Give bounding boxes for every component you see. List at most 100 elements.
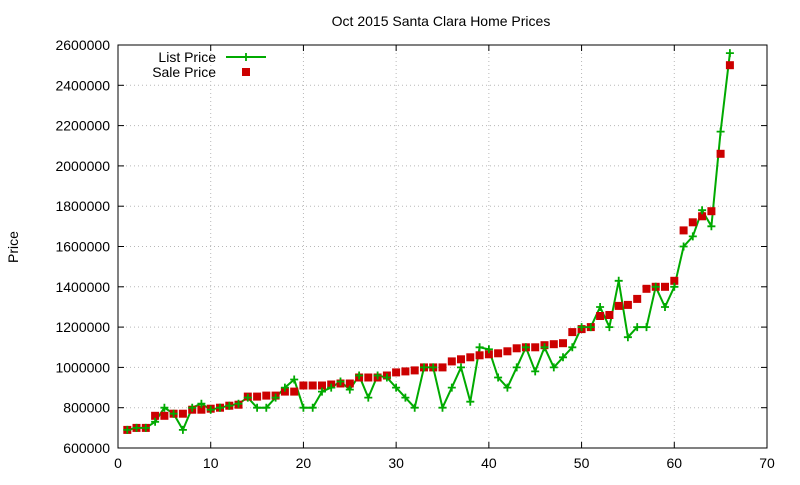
list-price-point — [141, 423, 150, 432]
y-axis-label: Price — [5, 231, 21, 263]
sale-price-point — [688, 218, 697, 227]
legend-marker-list-price — [242, 53, 250, 61]
list-price-point — [178, 425, 187, 434]
sale-price-point — [197, 405, 206, 414]
list-price-point — [688, 232, 697, 241]
sale-price-point — [364, 373, 373, 382]
list-price-point — [429, 363, 438, 372]
y-tick-label: 2600000 — [55, 37, 110, 53]
list-price-point — [725, 49, 734, 58]
list-price-point — [271, 393, 280, 402]
list-price-point — [373, 371, 382, 380]
list-price-point — [132, 423, 141, 432]
list-price-point — [596, 303, 605, 311]
list-price-point — [577, 323, 586, 332]
sale-price-point — [623, 300, 632, 309]
list-price-point — [633, 323, 642, 332]
sale-price-point — [605, 311, 614, 319]
y-tick-label: 2400000 — [55, 77, 110, 93]
list-price-point — [345, 385, 354, 394]
y-tick-label: 600000 — [63, 440, 110, 456]
series-line-list-price — [127, 52, 731, 431]
x-tick-label: 0 — [114, 455, 122, 471]
sale-price-point — [410, 366, 419, 375]
list-price-point — [670, 282, 679, 291]
y-tick-label: 1200000 — [55, 319, 110, 335]
sale-price-point — [559, 339, 567, 348]
sale-price-point — [484, 350, 493, 359]
list-price-point — [651, 282, 660, 291]
list-price-point — [355, 371, 364, 380]
sale-price-point — [568, 328, 577, 337]
list-price-point — [243, 393, 252, 402]
sale-price-point — [698, 212, 707, 221]
list-price-point — [716, 127, 725, 136]
sale-price-point — [392, 368, 401, 377]
list-price-point — [549, 363, 558, 372]
sale-price-point — [475, 351, 484, 360]
sale-price-point — [670, 276, 679, 285]
chart-title: Oct 2015 Santa Clara Home Prices — [332, 13, 551, 29]
list-price-point — [262, 403, 271, 412]
list-price-point — [216, 403, 224, 412]
x-tick-label: 70 — [759, 455, 775, 471]
sale-price-point — [642, 284, 651, 293]
list-price-point — [382, 373, 391, 382]
x-tick-label: 40 — [481, 455, 497, 471]
sale-price-point — [725, 61, 734, 70]
list-price-point — [707, 222, 716, 231]
sale-price-point — [466, 353, 475, 362]
sale-price-point — [401, 367, 410, 376]
list-price-point — [401, 393, 410, 402]
sale-price-point — [160, 411, 169, 420]
x-tick-label: 10 — [203, 455, 219, 471]
sale-price-point — [531, 343, 540, 352]
list-price-point — [466, 397, 475, 406]
sale-price-point — [438, 363, 447, 372]
list-price-point — [253, 403, 262, 412]
y-tick-label: 800000 — [63, 400, 110, 416]
x-tick-label: 20 — [296, 455, 312, 471]
list-price-point — [614, 276, 623, 285]
sale-price-point — [596, 312, 605, 320]
y-tick-label: 2000000 — [55, 158, 110, 174]
list-price-point — [494, 373, 503, 382]
sale-price-point — [345, 379, 354, 388]
list-price-point — [151, 417, 160, 426]
list-price-point — [280, 383, 289, 392]
list-price-point — [512, 363, 521, 372]
list-price-point — [559, 353, 567, 362]
list-price-point — [420, 363, 428, 372]
list-price-point — [457, 363, 465, 372]
list-price-point — [392, 383, 401, 392]
list-price-point — [197, 399, 206, 408]
list-price-point — [568, 343, 577, 352]
list-price-point — [188, 403, 197, 412]
sale-price-point — [253, 392, 262, 401]
list-price-point — [299, 403, 308, 412]
sale-price-point — [512, 344, 521, 353]
sale-price-point — [290, 387, 299, 396]
list-price-point — [540, 343, 549, 352]
list-price-point — [475, 343, 484, 352]
sale-price-point — [494, 349, 503, 358]
sale-price-point — [178, 409, 187, 418]
sale-price-point — [318, 381, 326, 390]
list-price-point — [123, 425, 132, 434]
x-tick-label: 50 — [574, 455, 590, 471]
list-price-point — [521, 343, 530, 352]
list-price-point — [605, 323, 614, 332]
list-price-point — [160, 403, 169, 412]
sale-price-point — [308, 381, 317, 390]
x-tick-label: 30 — [388, 455, 404, 471]
sale-price-point — [679, 226, 688, 235]
list-price-point — [234, 399, 243, 408]
y-tick-label: 1600000 — [55, 239, 110, 255]
list-price-point — [679, 242, 688, 251]
legend-marker-sale-price — [242, 68, 250, 76]
sale-price-point — [707, 207, 716, 216]
sale-price-point — [661, 282, 669, 291]
sale-price-point — [614, 301, 623, 310]
